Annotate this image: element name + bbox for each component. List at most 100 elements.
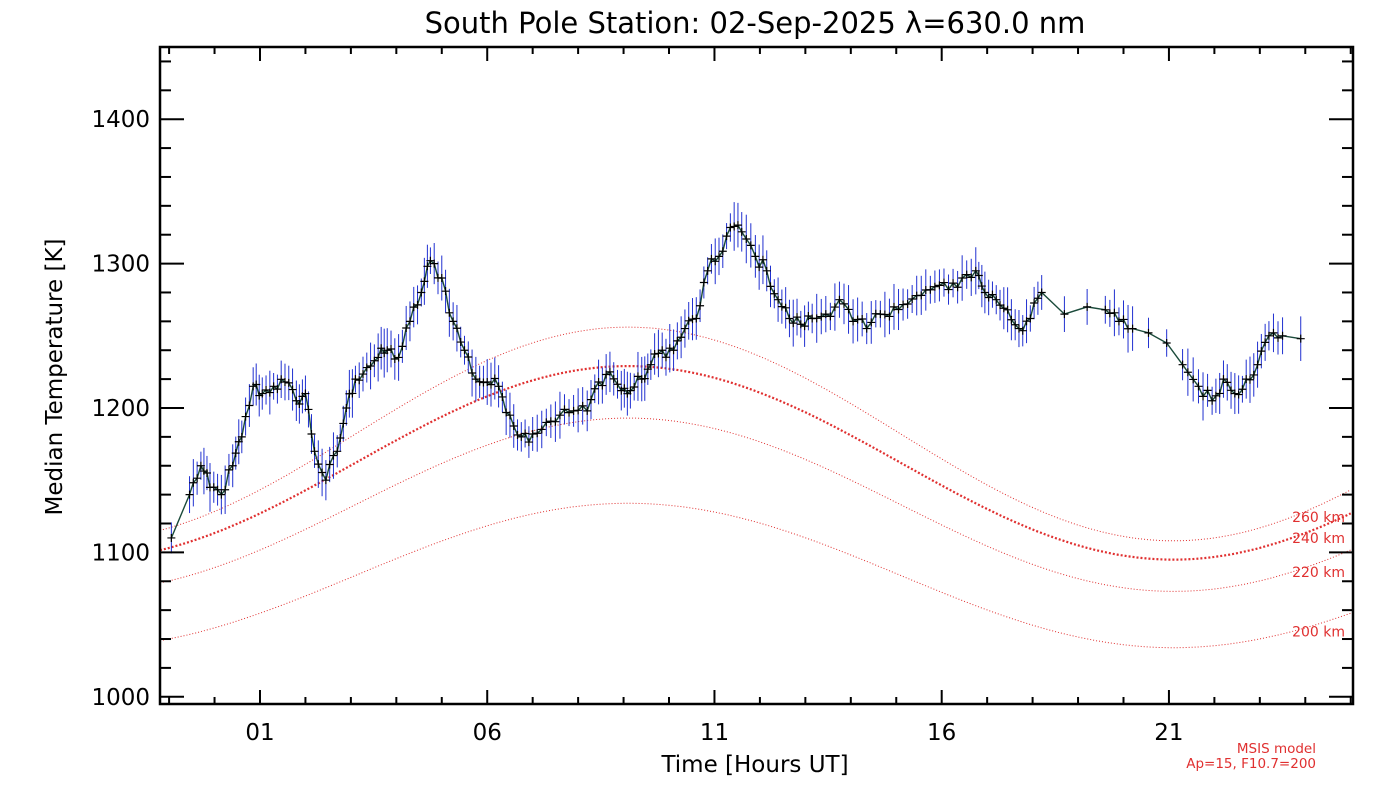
- data-point: [980, 288, 989, 297]
- data-point: [358, 370, 367, 379]
- data-point: [241, 412, 250, 421]
- data-point: [1083, 302, 1092, 311]
- data-point: [513, 430, 522, 439]
- data-point: [420, 277, 429, 286]
- data-point: [574, 406, 583, 415]
- data-point: [821, 310, 830, 319]
- data-point: [351, 375, 360, 384]
- data-line: [170, 224, 1301, 539]
- data-point: [1026, 314, 1035, 323]
- data-point: [217, 490, 226, 499]
- data-point: [521, 429, 530, 438]
- data-point: [598, 381, 607, 390]
- data-point: [333, 447, 342, 456]
- data-point: [926, 285, 935, 294]
- data-point: [288, 385, 297, 394]
- data-point: [374, 353, 383, 362]
- data-point: [758, 255, 767, 264]
- data-point: [301, 389, 310, 398]
- data-point: [213, 485, 222, 494]
- data-point: [1245, 375, 1254, 384]
- data-point: [237, 432, 246, 441]
- y-tick-label: 1400: [91, 107, 150, 133]
- data-point: [348, 389, 357, 398]
- data-point: [258, 389, 267, 398]
- model-curve-label: 240 km: [1292, 531, 1345, 547]
- data-point: [939, 278, 948, 287]
- data-point: [696, 301, 705, 310]
- data-point: [405, 317, 414, 326]
- data-point: [781, 303, 790, 312]
- y-axis-ticks: 1000 1100 1200 1300 1400: [91, 60, 1353, 711]
- data-point: [658, 346, 667, 355]
- data-point: [445, 308, 454, 317]
- data-point: [1278, 331, 1287, 340]
- data-point: [812, 314, 821, 323]
- data-point: [1234, 390, 1243, 399]
- data-point: [1274, 333, 1283, 342]
- data-point: [398, 342, 407, 351]
- data-point: [437, 274, 446, 283]
- data-point: [1011, 320, 1020, 329]
- data-point: [252, 380, 261, 389]
- data-point: [977, 282, 986, 291]
- data-point: [680, 324, 689, 333]
- data-point: [394, 353, 403, 362]
- model-labels: 260 km 240 km 220 km 200 km: [1292, 510, 1345, 641]
- data-point: [1007, 315, 1016, 324]
- data-point: [318, 468, 327, 477]
- data-point: [167, 533, 176, 542]
- data-point: [971, 266, 980, 275]
- data-point: [228, 461, 237, 470]
- model-curve: [159, 326, 1351, 542]
- data-point: [456, 338, 465, 347]
- data-point: [390, 355, 399, 364]
- data-point: [800, 322, 809, 331]
- data-point: [196, 461, 205, 470]
- data-point: [1261, 338, 1270, 347]
- data-point: [669, 346, 678, 355]
- data-point: [464, 352, 473, 361]
- data-point: [498, 392, 507, 401]
- data-point: [280, 377, 289, 386]
- data-point: [1119, 315, 1128, 324]
- data-point: [1194, 382, 1203, 391]
- data-point: [958, 274, 967, 283]
- data-point: [185, 490, 194, 499]
- data-point: [953, 283, 962, 292]
- data-point: [494, 382, 503, 391]
- data-point: [1242, 375, 1251, 384]
- data-point: [490, 374, 499, 383]
- data-point: [533, 429, 542, 438]
- data-point: [487, 380, 496, 389]
- data-markers: [167, 221, 1305, 542]
- y-tick-label: 1000: [91, 685, 150, 711]
- data-point: [460, 346, 469, 355]
- data-point: [826, 312, 835, 321]
- chart-title: South Pole Station: 02-Sep-2025 λ=630.0 …: [425, 6, 1086, 40]
- data-point: [935, 281, 944, 290]
- data-point: [1189, 375, 1198, 384]
- data-point: [830, 303, 839, 312]
- data-point: [908, 295, 917, 304]
- data-point: [1238, 385, 1247, 394]
- data-point: [646, 360, 655, 369]
- data-point: [626, 386, 635, 395]
- data-point: [643, 365, 652, 374]
- data-point: [1162, 339, 1171, 348]
- data-point: [377, 344, 386, 353]
- data-point: [703, 266, 712, 275]
- data-point: [336, 434, 345, 443]
- data-point: [578, 401, 587, 410]
- data-point: [321, 476, 330, 485]
- data-point: [867, 318, 876, 327]
- data-point: [718, 247, 727, 256]
- data-point: [699, 278, 708, 287]
- data-point: [688, 315, 697, 324]
- data-point: [383, 346, 392, 355]
- data-point: [193, 474, 202, 483]
- data-point: [245, 401, 254, 410]
- model-params: Ap=15, F10.7=200: [1186, 756, 1316, 772]
- data-point: [730, 222, 739, 231]
